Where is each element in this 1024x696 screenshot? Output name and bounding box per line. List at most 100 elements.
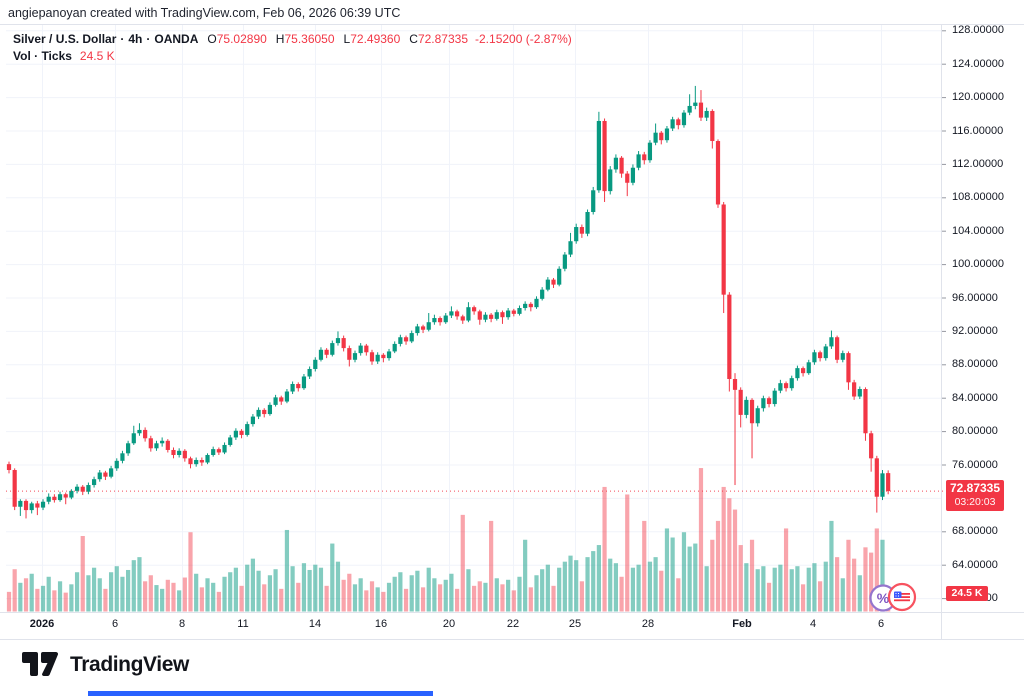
volume-bar	[596, 545, 601, 612]
price-axis-label: 112.00000	[952, 157, 1004, 170]
candle-body	[636, 154, 641, 168]
candle-body	[239, 430, 244, 435]
volume-bar	[86, 575, 91, 612]
time-axis-label: 20	[442, 618, 456, 630]
candle-body	[659, 132, 664, 141]
candle-body	[755, 408, 760, 424]
economic-event-icons[interactable]: %	[866, 582, 922, 614]
close-value: 72.87335	[417, 32, 469, 46]
volume-bar	[12, 569, 17, 612]
volume-bar	[199, 587, 204, 612]
time-axis-label: 11	[237, 618, 249, 630]
volume-bar	[194, 573, 199, 612]
high-label: H	[275, 32, 285, 46]
volume-bar	[171, 582, 176, 612]
volume-bar	[420, 587, 426, 612]
candle-body	[284, 391, 290, 402]
candle-body	[596, 120, 601, 191]
candle-body	[177, 450, 182, 455]
time-axis-label: 16	[374, 618, 388, 630]
volume-bar	[840, 578, 845, 612]
volume-bar	[137, 557, 142, 612]
candle-body	[23, 500, 29, 511]
volume-bar	[6, 591, 12, 612]
candle-body	[324, 349, 329, 355]
volume-bar	[143, 581, 148, 612]
candle-body	[375, 354, 380, 362]
candle-body	[154, 443, 159, 449]
candle-body	[80, 486, 85, 492]
us-flag-event-icon[interactable]	[887, 582, 917, 612]
exchange-label[interactable]: OANDA	[154, 32, 199, 46]
volume-bar	[749, 539, 755, 612]
open-value: 75.02890	[216, 32, 267, 46]
volume-bar	[835, 557, 840, 612]
volume-bar	[778, 564, 783, 612]
volume-bar	[358, 578, 363, 612]
low-value: 72.49360	[350, 32, 401, 46]
volume-bar	[789, 569, 794, 612]
volume-bar	[681, 532, 687, 612]
candle-body	[715, 141, 721, 205]
candle-body	[551, 279, 556, 285]
candle-body	[744, 399, 749, 415]
volume-bar	[432, 578, 437, 612]
candle-body	[778, 383, 783, 391]
footer-brand[interactable]: TradingView	[22, 652, 189, 678]
volume-bar	[857, 575, 862, 612]
volume-bar	[182, 577, 187, 612]
time-axis-label: 22	[506, 618, 520, 630]
volume-bar	[783, 528, 789, 612]
candle-body	[267, 404, 273, 415]
candle-body	[693, 102, 698, 106]
legend-volume-row: Vol · Ticks 24.5 K	[13, 48, 572, 65]
volume-bar	[477, 581, 482, 612]
candle-body	[279, 397, 284, 402]
candle-body	[852, 382, 857, 397]
volume-bar	[279, 588, 284, 612]
candle-body	[301, 376, 307, 389]
volume-bar	[670, 537, 675, 612]
last-price-value: 72.87335	[949, 481, 1001, 495]
volume-bar	[437, 584, 443, 612]
price-axis-label: 92.00000	[952, 324, 998, 337]
candle-body	[687, 105, 692, 113]
candle-body	[398, 337, 403, 344]
candle-body	[823, 346, 828, 359]
candle-body	[194, 459, 199, 465]
candle-body	[800, 368, 806, 374]
price-axis-label: 128.00000	[952, 24, 1004, 37]
interval-label[interactable]: 4h	[128, 32, 143, 46]
volume-bar	[852, 558, 857, 612]
volume-bar	[97, 578, 102, 612]
candle-body	[540, 289, 545, 299]
candle-body	[789, 378, 794, 389]
volume-bar	[296, 582, 301, 612]
candle-body	[358, 345, 363, 354]
volume-bar	[636, 564, 641, 612]
separator-dot: ·	[146, 32, 151, 46]
candle-body	[585, 211, 590, 234]
volume-bar	[114, 566, 119, 612]
candle-body	[602, 120, 607, 192]
volume-bar	[800, 584, 806, 612]
volume-bar	[63, 592, 68, 612]
volume-bar	[103, 588, 108, 612]
volume-bar	[523, 539, 528, 612]
candle-body	[205, 454, 210, 463]
volume-bar	[557, 567, 562, 612]
candle-body	[846, 353, 851, 383]
volume-study-label[interactable]: Vol · Ticks	[13, 49, 72, 63]
volume-bar	[817, 581, 823, 612]
candle-body	[57, 494, 63, 501]
candle-body	[103, 472, 108, 477]
volume-bar	[579, 581, 584, 612]
volume-bar	[262, 584, 267, 612]
symbol-title[interactable]: Silver / U.S. Dollar	[13, 32, 117, 46]
candle-body	[886, 473, 891, 492]
volume-bar	[250, 558, 255, 612]
volume-bar	[642, 520, 647, 612]
candle-body	[347, 348, 352, 360]
candle-body	[517, 308, 522, 314]
candle-body	[704, 110, 709, 118]
